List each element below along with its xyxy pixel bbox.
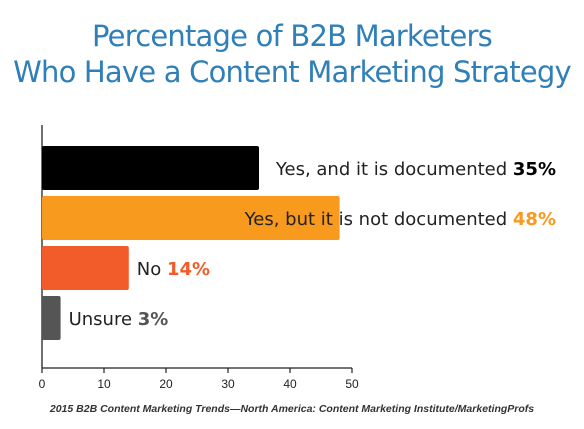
bar-value-label: 14%	[167, 259, 210, 280]
x-tick-label: 10	[97, 377, 111, 391]
bar-category-label: Yes, but it is not documented	[244, 209, 513, 230]
bar-value-label: 3%	[138, 309, 169, 330]
bar	[42, 296, 61, 340]
x-tick-label: 50	[345, 377, 359, 391]
bar-category-label: Yes, and it is documented	[275, 159, 513, 180]
bar-label: Unsure 3%	[69, 309, 169, 330]
bar-label: Yes, and it is documented 35%	[275, 159, 556, 180]
chart-title: Percentage of B2B Marketers Who Have a C…	[0, 18, 584, 90]
bar	[42, 196, 340, 240]
x-tick-label: 30	[221, 377, 235, 391]
bar	[42, 146, 259, 190]
bar-category-label: No	[137, 259, 167, 280]
bar-category-label: Unsure	[69, 309, 138, 330]
bar-value-label: 48%	[513, 209, 556, 230]
x-tick-label: 0	[39, 377, 46, 391]
source-note: 2015 B2B Content Marketing Trends—North …	[49, 403, 535, 415]
chart-title-line-1: Percentage of B2B Marketers	[92, 19, 493, 53]
bar-label: Yes, but it is not documented 48%	[244, 209, 556, 230]
chart-title-line-2: Who Have a Content Marketing Strategy	[13, 55, 572, 89]
x-tick-label: 20	[159, 377, 173, 391]
x-tick-label: 40	[283, 377, 297, 391]
bar-label: No 14%	[137, 259, 210, 280]
bar-value-label: 35%	[513, 159, 556, 180]
bar	[42, 246, 129, 290]
